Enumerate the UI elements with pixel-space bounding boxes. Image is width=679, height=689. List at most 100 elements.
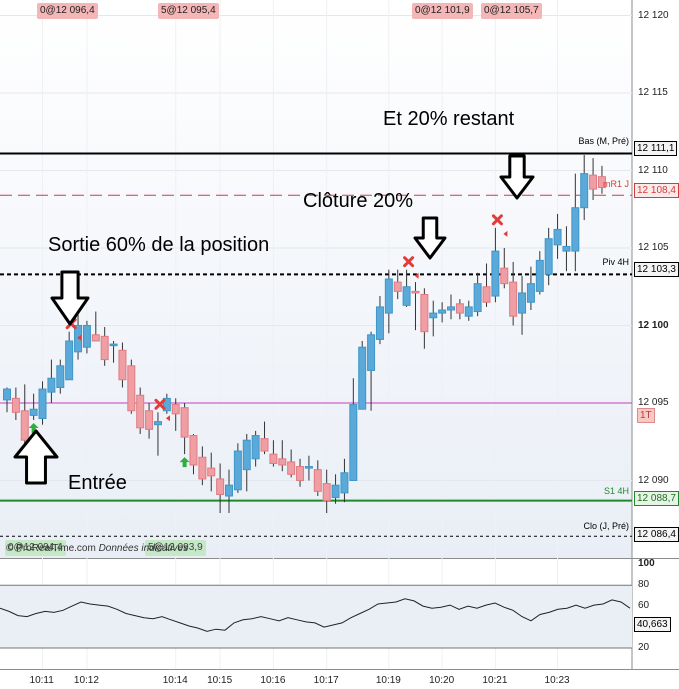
candle-body [233,450,242,491]
candle-body [464,306,473,317]
price-tick-label: 12 100 [638,319,669,331]
order-tag: 0@12 094,4 [5,540,66,556]
time-tick-label: 10:20 [429,675,455,686]
candle-body [225,484,233,497]
candle-body [313,469,322,492]
level-lines [0,152,632,537]
annotation-arrows [13,154,535,485]
arrow-down-icon [413,216,447,260]
candle-body [11,397,20,413]
candle-body [509,281,518,317]
candle-body [171,404,180,415]
level-name-s1: S1 4H [603,486,629,496]
candle-body [589,174,598,190]
level-name-piv: Piv 4H [602,257,629,267]
oscillator-tick-label: 20 [638,642,650,654]
candle-body [473,283,482,313]
watermark-note: Données indicatives [98,543,189,554]
buy-marker-icon [28,423,39,434]
candle-body [331,484,340,499]
candle-body [189,435,198,466]
oscillator [0,584,632,649]
oscillator-value: 40,663 [634,617,671,632]
order-tag: 0@12 105,7 [481,3,542,19]
candle-body [393,281,402,292]
level-name-bas: Bas (M, Pré) [578,136,629,146]
current-price-tag: 1T [637,408,655,423]
candle-body [340,472,349,494]
arrow-up-icon [13,429,59,485]
level-value-bas: 12 111,1 [634,141,678,156]
level-name-mr1: mR1 J [602,179,629,189]
time-tick-label: 10:23 [544,675,570,686]
candle-body [56,365,65,388]
order-tag: 0@12 096,4 [37,3,98,19]
candle-body [136,394,145,429]
price-tick-label: 12 110 [638,164,668,176]
candle-body [180,407,189,438]
candle-body [420,294,429,333]
candle-body [65,340,74,381]
candle-body [447,306,455,311]
candle-body [571,207,580,252]
oscillator-tick-label: 80 [638,579,650,591]
price-tick-label: 12 115 [638,87,668,98]
candle-body [127,365,136,412]
oscillator-tick-label: 100 [638,558,655,570]
candle-body [296,466,305,481]
candle-body [402,286,411,306]
candle-body [411,290,420,294]
candle-body [251,435,260,460]
candle-body [38,388,47,419]
candle-body [322,483,331,502]
candle-body [118,349,127,381]
level-value-clo: 12 086,4 [634,527,679,542]
candle-body [82,325,91,348]
time-tick-label: 10:19 [375,675,401,686]
candle-body [358,346,367,410]
candle-body [553,228,562,246]
candle-body [287,461,296,475]
level-value-mr1: 12 108,4 [634,183,679,198]
candle-body [367,334,376,371]
candle-body [47,377,56,393]
candle-body [500,267,509,285]
buy-marker-icon [179,457,190,468]
annotation-entry: Entrée [68,472,127,494]
candle-body [597,176,606,189]
sell-marker-icon [403,256,419,279]
candle-body [269,453,278,464]
watermark: © ProRealTime.com Données indicatives [6,543,188,554]
arrow-down-icon [50,270,90,326]
candle-body [278,458,287,466]
annotation-close20: Clôture 20% [303,190,414,212]
level-value-s1: 12 088,7 [634,491,679,506]
annotation-rest: Et 20% restant [383,108,515,130]
candle-body [518,292,527,314]
candle-body [580,173,589,209]
candle-body [349,404,358,481]
candle-body [260,438,269,452]
candle-body [207,467,216,477]
candle-body [20,410,29,441]
time-tick-label: 10:16 [260,675,286,686]
price-tick-label: 12 090 [638,474,669,486]
price-tick-label: 12 095 [638,397,669,408]
candle-body [29,408,38,416]
candle-body [145,410,154,430]
candle-body [455,303,464,314]
candle-body [109,343,118,347]
candle-body [384,278,393,314]
candle-body [242,439,251,471]
candles [3,155,606,514]
candle-body [162,397,171,412]
watermark-brand: © ProRealTime.com [6,543,96,554]
order-tag: 0@12 101,9 [412,3,473,19]
candle-body [562,245,571,252]
candle-body [91,334,100,342]
candle-body [3,388,11,401]
candle-body [375,306,384,340]
order-tag: 5@12 095,4 [158,3,219,19]
level-value-piv: 12 103,3 [634,262,679,277]
